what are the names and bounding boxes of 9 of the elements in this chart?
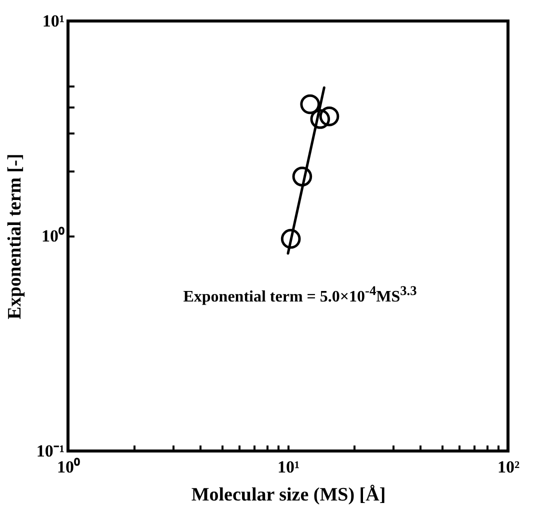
y-tick-label: 10⁻¹	[36, 442, 64, 460]
x-tick-label: 10⁰	[57, 458, 80, 476]
x-axis-title: Molecular size (MS) [Å]	[191, 484, 386, 506]
y-tick-label: 10¹	[42, 12, 64, 30]
y-axis-title: Exponential term [-]	[4, 154, 26, 320]
annotation: Exponential term = 5.0×10$^{-4}$MS$^{3.3}$	[183, 283, 417, 306]
y-tick-label: 10⁰	[42, 226, 64, 246]
x-tick-label: 10²	[497, 458, 520, 476]
x-tick-label: 10¹	[277, 458, 300, 476]
